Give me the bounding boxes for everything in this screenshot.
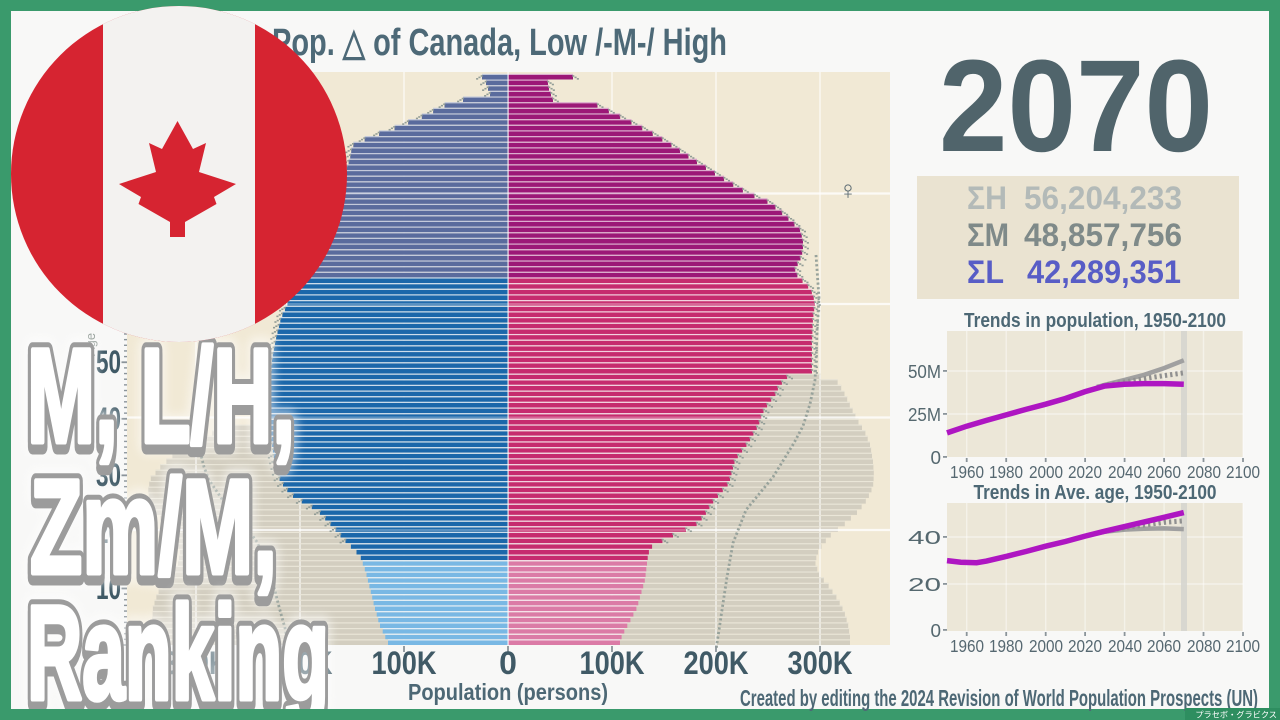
svg-text:Ranking: Ranking (27, 579, 329, 720)
svg-text:2060: 2060 (1147, 636, 1181, 656)
svg-text:2040: 2040 (1108, 636, 1142, 656)
svg-text:0: 0 (930, 448, 941, 469)
svg-text:300K: 300K (788, 645, 853, 681)
svg-text:2040: 2040 (1108, 462, 1142, 482)
svg-text:Ranking: Ranking (27, 579, 329, 720)
svg-text:100K: 100K (580, 645, 645, 681)
svg-text:Zm/M,: Zm/M, (30, 453, 277, 602)
svg-text:0: 0 (930, 621, 941, 642)
svg-text:M, L/H,: M, L/H, (27, 327, 295, 476)
svg-text:50: 50 (96, 344, 121, 380)
svg-text:40: 40 (908, 528, 941, 549)
svg-text:40: 40 (96, 401, 121, 437)
svg-text:2080: 2080 (1187, 462, 1221, 482)
svg-text:1980: 1980 (989, 636, 1023, 656)
svg-text:100K: 100K (372, 645, 437, 681)
svg-text:M, L/H,: M, L/H, (27, 322, 295, 471)
svg-text:2000: 2000 (1029, 636, 1063, 656)
svg-text:2080: 2080 (1187, 636, 1221, 656)
svg-text:M, L/H,: M, L/H, (27, 322, 295, 471)
svg-text:Zm/M,: Zm/M, (30, 453, 277, 602)
svg-text:1980: 1980 (989, 462, 1023, 482)
svg-text:Trends in Ave. age, 1950-2100: Trends in Ave. age, 1950-2100 (974, 482, 1217, 504)
svg-text:Pop. △ of Canada, Low /-M-/ Hi: Pop. △ of Canada, Low /-M-/ High (272, 22, 727, 64)
svg-text:48,857,756: 48,857,756 (1024, 217, 1182, 253)
svg-text:200K: 200K (684, 645, 749, 681)
svg-text:Zm/M,: Zm/M, (30, 453, 277, 602)
svg-text:Ranking: Ranking (27, 579, 329, 720)
svg-text:1960: 1960 (950, 462, 984, 482)
svg-text:Age: Age (83, 333, 98, 356)
svg-text:2020: 2020 (1068, 462, 1102, 482)
svg-text:♀: ♀ (838, 175, 858, 205)
svg-text:25M: 25M (908, 405, 941, 426)
svg-text:1960: 1960 (950, 636, 984, 656)
svg-text:0: 0 (499, 645, 517, 681)
svg-text:56,204,233: 56,204,233 (1024, 180, 1182, 216)
svg-text:Ranking: Ranking (27, 584, 329, 720)
svg-text:20: 20 (96, 514, 121, 550)
svg-text:2100: 2100 (1226, 462, 1260, 482)
svg-text:2100: 2100 (1226, 636, 1260, 656)
svg-text:2020: 2020 (1068, 636, 1102, 656)
svg-text:2060: 2060 (1147, 462, 1181, 482)
svg-text:プラセボ・グラビクス: プラセボ・グラビクス (1195, 710, 1277, 720)
svg-text:Created by editing the 2024 Re: Created by editing the 2024 Revision of … (740, 685, 1258, 711)
svg-text:50M: 50M (908, 362, 941, 383)
svg-text:ΣM: ΣM (967, 217, 1009, 253)
svg-text:10: 10 (96, 570, 121, 606)
svg-text:2000: 2000 (1029, 462, 1063, 482)
svg-text:20: 20 (908, 575, 941, 596)
svg-text:300K: 300K (164, 645, 229, 681)
svg-text:Population (persons): Population (persons) (408, 679, 608, 705)
svg-text:Trends in population, 1950-210: Trends in population, 1950-2100 (964, 310, 1226, 332)
svg-text:Zm/M,: Zm/M, (30, 458, 277, 607)
svg-text:200K: 200K (268, 645, 333, 681)
svg-text:2070: 2070 (939, 32, 1213, 179)
svg-text:ΣL: ΣL (967, 254, 1004, 290)
svg-text:42,289,351: 42,289,351 (1027, 254, 1181, 290)
svg-text:30: 30 (96, 457, 121, 493)
svg-text:ΣH: ΣH (967, 180, 1007, 216)
